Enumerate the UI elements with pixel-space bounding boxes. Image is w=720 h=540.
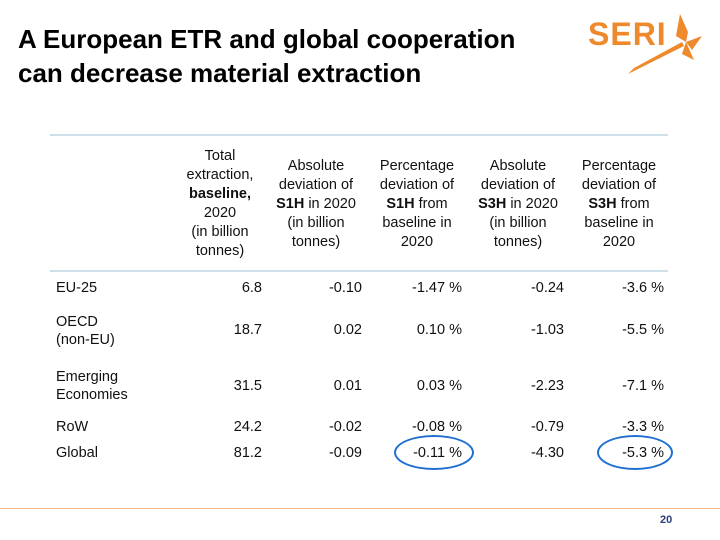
cell-eu25-pct-s1h: -1.47 %: [412, 280, 462, 296]
cell-eu25-total: 6.8: [241, 280, 262, 296]
col-header-total-l3: baseline,: [188, 186, 252, 202]
col-header-abs-s1h: Absolute deviation of S1H in 2020 (in bi…: [266, 157, 366, 252]
col-header-pct-s1h-l2: deviation of: [379, 177, 455, 193]
cell-row-pct-s1h: -0.08 %: [412, 419, 462, 435]
col-header-abs-s1h-l2: deviation of: [278, 177, 354, 193]
col-header-abs-s1h-rest: in 2020: [304, 196, 356, 212]
col-header-abs-s3h-l5: tonnes): [493, 234, 543, 250]
col-header-pct-s3h-rest: from: [616, 196, 650, 212]
footer-rule: [0, 508, 720, 509]
col-header-abs-s3h-l4: (in billion: [489, 215, 547, 231]
col-header-total-l1: Total: [204, 148, 236, 164]
row-label-row: RoW: [56, 419, 89, 435]
header-top-rule: [50, 134, 668, 136]
cell-global-abs-s3h: -4.30: [530, 445, 564, 461]
col-header-pct-s1h-l4: baseline in: [382, 215, 452, 231]
col-header-abs-s3h-rest: in 2020: [506, 196, 558, 212]
seri-logo-mark-icon: [628, 14, 702, 74]
col-header-pct-s3h-l3: S3H from: [570, 195, 668, 214]
cell-oecd-abs-s3h: -1.03: [530, 322, 564, 338]
col-header-abs-s1h-l3: S1H in 2020: [266, 195, 366, 214]
seri-logo-text: SERI: [588, 16, 667, 52]
cell-oecd-pct-s3h: -5.5 %: [622, 322, 664, 338]
col-header-pct-s3h: Percentage deviation of S3H from baselin…: [570, 157, 668, 252]
cell-row-total: 24.2: [233, 419, 262, 435]
row-label-emerging: Emerging Economies: [56, 368, 128, 404]
col-header-abs-s3h-l2: deviation of: [480, 177, 556, 193]
row-label-oecd-l2: (non-EU): [56, 332, 115, 348]
cell-global-abs-s1h: -0.09: [328, 445, 362, 461]
col-header-pct-s3h-l1: Percentage: [581, 158, 657, 174]
col-header-total-l5: (in billion: [191, 224, 249, 240]
col-header-abs-s1h-bold: S1H: [276, 196, 305, 212]
cell-emerging-abs-s1h: 0.01: [333, 378, 362, 394]
col-header-pct-s3h-l4: baseline in: [584, 215, 654, 231]
cell-emerging-pct-s3h: -7.1 %: [622, 378, 664, 394]
seri-logo: SERI: [588, 10, 706, 80]
col-header-pct-s1h-l1: Percentage: [379, 158, 455, 174]
col-header-pct-s1h-bold: S1H: [386, 196, 415, 212]
highlight-ellipse-global-pct-s1h: [394, 435, 474, 470]
cell-oecd-abs-s1h: 0.02: [333, 322, 362, 338]
col-header-pct-s3h-l5: 2020: [602, 234, 636, 250]
row-label-oecd-l1: OECD: [56, 314, 98, 330]
cell-row-abs-s3h: -0.79: [530, 419, 564, 435]
cell-eu25-pct-s3h: -3.6 %: [622, 280, 664, 296]
cell-eu25-abs-s3h: -0.24: [530, 280, 564, 296]
cell-row-pct-s3h: -3.3 %: [622, 419, 664, 435]
slide-title: A European ETR and global cooperation ca…: [18, 22, 598, 90]
cell-eu25-abs-s1h: -0.10: [328, 280, 362, 296]
col-header-abs-s3h: Absolute deviation of S3H in 2020 (in bi…: [468, 157, 568, 252]
col-header-pct-s1h-l3: S1H from: [368, 195, 466, 214]
row-label-oecd: OECD (non-EU): [56, 313, 115, 349]
col-header-total-l6: tonnes): [195, 243, 245, 259]
col-header-abs-s1h-l4: (in billion: [287, 215, 345, 231]
cell-emerging-total: 31.5: [233, 378, 262, 394]
col-header-pct-s1h-l5: 2020: [400, 234, 434, 250]
col-header-pct-s1h-rest: from: [414, 196, 448, 212]
row-label-emerging-l2: Economies: [56, 387, 128, 403]
col-header-abs-s3h-l3: S3H in 2020: [468, 195, 568, 214]
slide-title-line-2: can decrease material extraction: [18, 58, 422, 88]
highlight-ellipse-global-pct-s3h: [597, 435, 673, 470]
col-header-total-l2: extraction,: [186, 167, 254, 183]
col-header-pct-s3h-bold: S3H: [588, 196, 617, 212]
col-header-total: Total extraction, baseline, 2020 (in bil…: [176, 147, 264, 261]
col-header-pct-s3h-l2: deviation of: [581, 177, 657, 193]
page-number: 20: [660, 514, 673, 526]
slide-title-line-1: A European ETR and global cooperation: [18, 24, 516, 54]
row-label-eu25: EU-25: [56, 280, 98, 296]
col-header-total-l4: 2020: [203, 205, 237, 221]
cell-oecd-total: 18.7: [233, 322, 262, 338]
col-header-abs-s3h-l1: Absolute: [489, 158, 547, 174]
cell-global-total: 81.2: [233, 445, 262, 461]
cell-emerging-abs-s3h: -2.23: [530, 378, 564, 394]
cell-emerging-pct-s1h: 0.03 %: [416, 378, 462, 394]
cell-oecd-pct-s1h: 0.10 %: [416, 322, 462, 338]
cell-row-abs-s1h: -0.02: [328, 419, 362, 435]
row-label-emerging-l1: Emerging: [56, 369, 119, 385]
row-label-global: Global: [56, 445, 98, 461]
col-header-abs-s3h-bold: S3H: [478, 196, 507, 212]
col-header-abs-s1h-l5: tonnes): [291, 234, 341, 250]
col-header-pct-s1h: Percentage deviation of S1H from baselin…: [368, 157, 466, 252]
col-header-abs-s1h-l1: Absolute: [287, 158, 345, 174]
header-bottom-rule: [50, 270, 668, 272]
